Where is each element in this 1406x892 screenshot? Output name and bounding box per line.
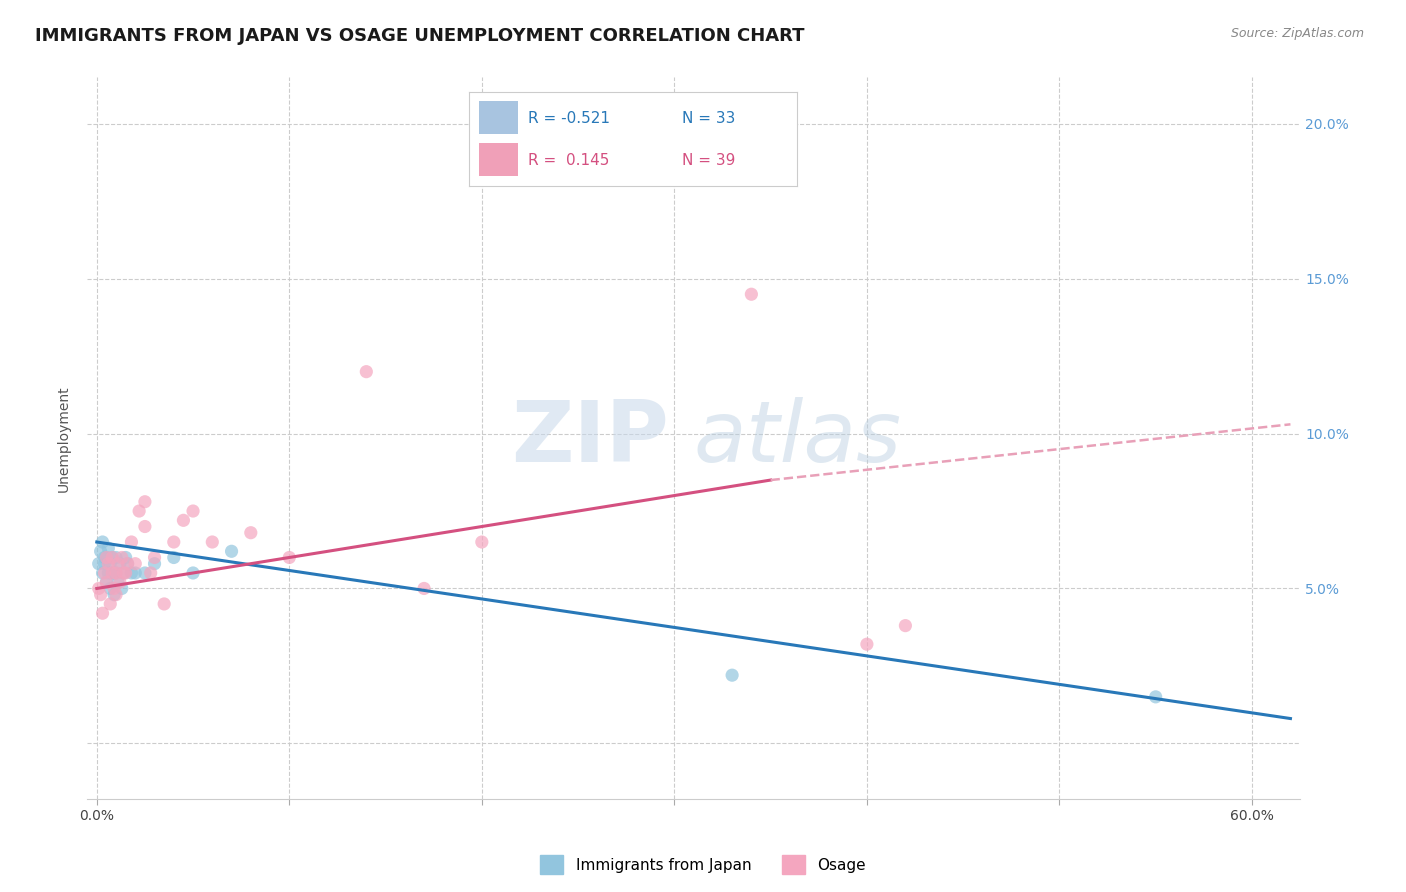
Point [117, 557, 139, 571]
Point [107, 557, 129, 571]
Point [103, 566, 125, 580]
Point [108, 557, 131, 571]
Y-axis label: Unemployment: Unemployment [58, 385, 72, 491]
Text: ZIP: ZIP [512, 397, 669, 480]
Point [856, 637, 879, 651]
Point [105, 550, 128, 565]
Point [96, 575, 118, 590]
Point [87, 582, 110, 596]
Point [93, 566, 115, 580]
Point [91, 566, 114, 580]
Point [93, 550, 115, 565]
Point [134, 519, 156, 533]
Text: Source: ZipAtlas.com: Source: ZipAtlas.com [1230, 27, 1364, 40]
Point [108, 575, 131, 590]
Point [91, 535, 114, 549]
Text: atlas: atlas [693, 397, 901, 480]
Point [101, 550, 124, 565]
Point [103, 582, 125, 596]
Point [134, 494, 156, 508]
Point [103, 588, 125, 602]
Point [97, 566, 120, 580]
Point [201, 535, 224, 549]
Point [96, 550, 118, 565]
Point [87, 557, 110, 571]
Point [172, 513, 194, 527]
Point [181, 566, 204, 580]
Point [163, 535, 186, 549]
Point [107, 575, 129, 590]
Point [105, 566, 128, 580]
Point [112, 566, 135, 580]
Point [894, 618, 917, 632]
Point [143, 557, 166, 571]
Point [105, 566, 128, 580]
Point [124, 557, 146, 571]
Point [91, 606, 114, 620]
Point [120, 566, 142, 580]
Point [356, 365, 378, 379]
Point [134, 566, 156, 580]
Point [97, 541, 120, 556]
Point [471, 535, 494, 549]
Point [98, 582, 121, 596]
Text: IMMIGRANTS FROM JAPAN VS OSAGE UNEMPLOYMENT CORRELATION CHART: IMMIGRANTS FROM JAPAN VS OSAGE UNEMPLOYM… [35, 27, 804, 45]
Point [96, 575, 118, 590]
Point [128, 504, 150, 518]
Point [117, 557, 139, 571]
Point [101, 566, 124, 580]
Point [143, 550, 166, 565]
Point [101, 566, 124, 580]
Point [139, 566, 162, 580]
Point [97, 557, 120, 571]
Point [96, 550, 118, 565]
Point [413, 582, 436, 596]
Point [1144, 690, 1167, 704]
Point [93, 557, 115, 571]
Point [101, 550, 124, 565]
Point [721, 668, 744, 682]
Point [111, 582, 134, 596]
Point [114, 566, 136, 580]
Point [114, 550, 136, 565]
Legend: Immigrants from Japan, Osage: Immigrants from Japan, Osage [534, 849, 872, 880]
Point [124, 566, 146, 580]
Point [98, 557, 121, 571]
Point [239, 525, 262, 540]
Point [98, 597, 121, 611]
Point [163, 550, 186, 565]
Point [221, 544, 243, 558]
Point [278, 550, 301, 565]
Point [153, 597, 176, 611]
Point [111, 550, 134, 565]
Point [740, 287, 762, 301]
Point [105, 588, 128, 602]
Point [181, 504, 204, 518]
Point [112, 566, 135, 580]
Point [90, 588, 112, 602]
Point [120, 535, 142, 549]
Point [90, 544, 112, 558]
